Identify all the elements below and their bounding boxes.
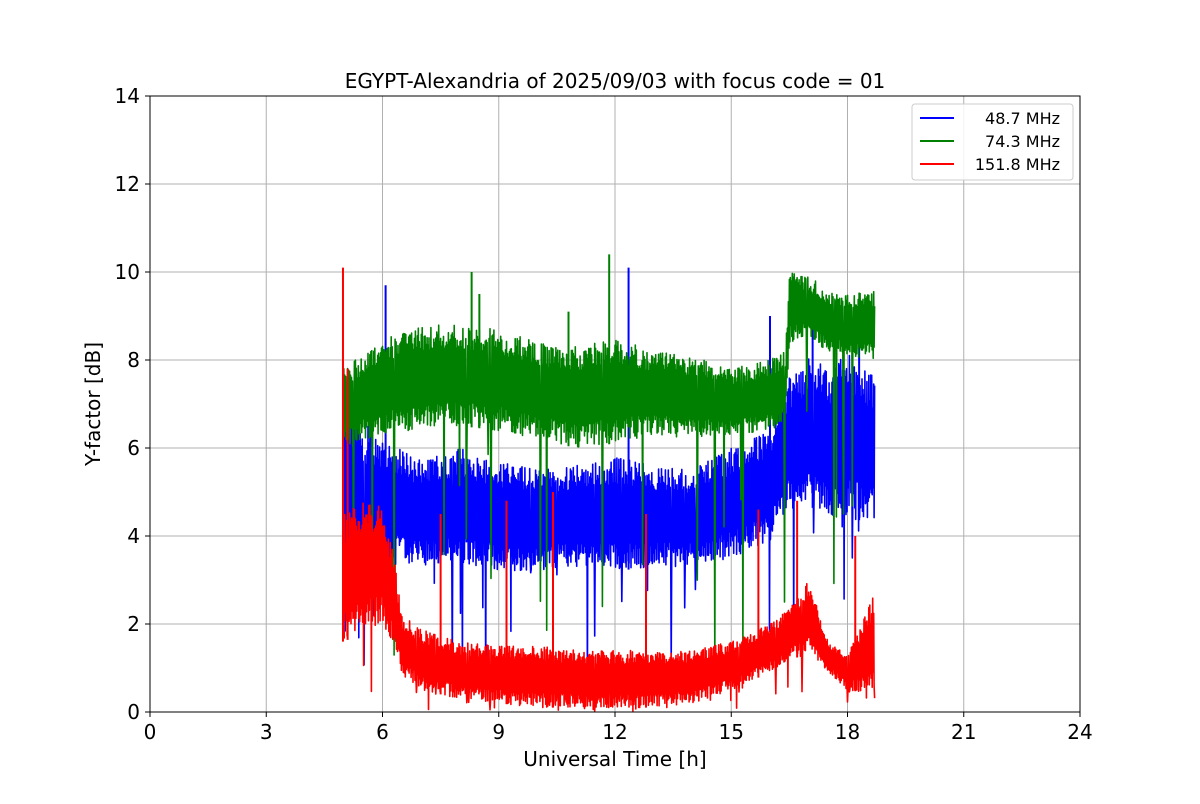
series-151-8-mhz: [341, 267, 876, 712]
y-tick-label: 6: [127, 436, 140, 460]
y-tick-label: 8: [127, 348, 140, 372]
series-line: [343, 502, 876, 712]
x-tick-label: 0: [144, 720, 157, 744]
y-axis-label: Y-factor [dB]: [81, 342, 105, 467]
chart-title: EGYPT-Alexandria of 2025/09/03 with focu…: [345, 69, 886, 93]
y-tick-label: 10: [115, 260, 140, 284]
x-tick-label: 3: [260, 720, 273, 744]
x-axis-label: Universal Time [h]: [523, 747, 706, 771]
series-layer: [341, 254, 876, 712]
legend: 48.7 MHz 74.3 MHz 151.8 MHz: [911, 103, 1074, 181]
x-tick-label: 9: [492, 720, 505, 744]
y-tick-label: 2: [127, 612, 140, 636]
legend-box: [911, 103, 1074, 181]
x-tick-label: 18: [835, 720, 860, 744]
y-tick-label: 12: [115, 172, 140, 196]
y-tick-label: 14: [115, 84, 140, 108]
x-tick-label: 12: [602, 720, 627, 744]
x-tick-label: 6: [376, 720, 389, 744]
legend-label: 74.3 MHz: [985, 132, 1060, 151]
x-tick-label: 21: [951, 720, 976, 744]
y-tick-label: 0: [127, 700, 140, 724]
legend-label: 151.8 MHz: [975, 155, 1060, 174]
x-tick-label: 24: [1067, 720, 1092, 744]
legend-label: 48.7 MHz: [985, 109, 1060, 128]
series-line: [343, 354, 876, 694]
series-74-3-mhz: [343, 254, 876, 673]
x-tick-label: 15: [719, 720, 744, 744]
y-tick-label: 4: [127, 524, 140, 548]
